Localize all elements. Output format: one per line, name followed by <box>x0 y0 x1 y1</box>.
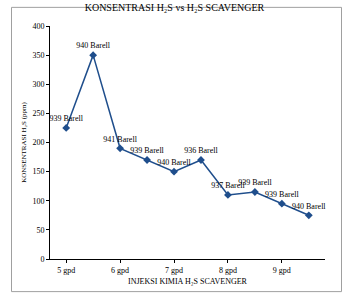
svg-text:941 Barell: 941 Barell <box>103 135 137 144</box>
svg-text:940 Barell: 940 Barell <box>292 202 326 211</box>
svg-text:939 Barell: 939 Barell <box>130 146 164 155</box>
svg-text:5 gpd: 5 gpd <box>57 266 75 275</box>
svg-text:937 Barell: 937 Barell <box>211 181 245 190</box>
svg-text:INJEKSI KIMIA H₂S SCAVENGER: INJEKSI KIMIA H₂S SCAVENGER <box>128 277 248 286</box>
svg-text:350: 350 <box>32 51 44 60</box>
svg-text:400: 400 <box>32 22 44 31</box>
svg-text:939 Barell: 939 Barell <box>265 190 299 199</box>
svg-text:939 Barell: 939 Barell <box>238 178 272 187</box>
svg-text:7 gpd: 7 gpd <box>165 266 183 275</box>
svg-text:300: 300 <box>32 80 44 89</box>
svg-text:200: 200 <box>32 138 44 147</box>
svg-text:6 gpd: 6 gpd <box>111 266 129 275</box>
svg-text:100: 100 <box>32 197 44 206</box>
svg-text:940 Barell: 940 Barell <box>157 158 191 167</box>
svg-text:0: 0 <box>40 255 44 264</box>
svg-text:KONSENTRASI H₂S vs H₂S SCAVENG: KONSENTRASI H₂S vs H₂S SCAVENGER <box>85 2 265 13</box>
svg-text:KONSENTRASI H₂S (ppm): KONSENTRASI H₂S (ppm) <box>20 102 28 183</box>
svg-text:50: 50 <box>36 226 44 235</box>
svg-text:939 Barell: 939 Barell <box>49 114 83 123</box>
svg-text:9 gpd: 9 gpd <box>273 266 291 275</box>
svg-text:250: 250 <box>32 109 44 118</box>
svg-text:150: 150 <box>32 167 44 176</box>
svg-text:936 Barell: 936 Barell <box>184 146 218 155</box>
svg-text:940 Barell: 940 Barell <box>76 41 110 50</box>
svg-text:8 gpd: 8 gpd <box>219 266 237 275</box>
